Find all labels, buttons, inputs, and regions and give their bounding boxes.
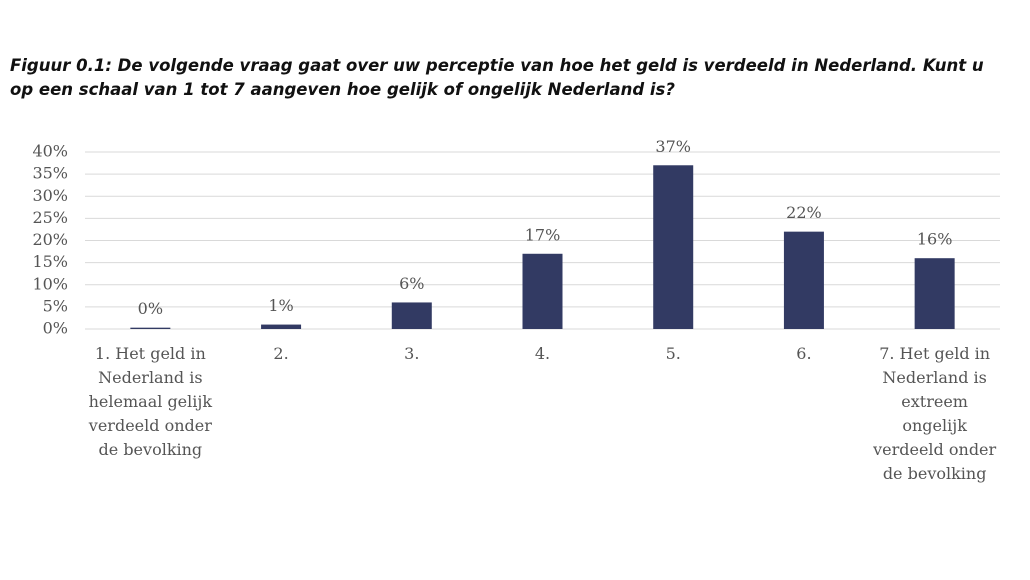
y-tick-label: 20% [32, 230, 68, 249]
chart-title: Figuur 0.1: De volgende vraag gaat over … [10, 56, 984, 99]
bar [914, 258, 955, 329]
x-tick-label: 2. [273, 344, 289, 363]
data-label: 6% [399, 274, 424, 293]
x-tick-label: 3. [404, 344, 420, 363]
data-label: 22% [786, 203, 822, 222]
y-tick-label: 30% [32, 186, 68, 205]
bar [391, 302, 432, 329]
x-tick-label: 5. [665, 344, 681, 363]
y-tick-label: 5% [43, 296, 68, 315]
data-label: 17% [525, 225, 561, 244]
bar [130, 327, 171, 329]
data-label: 16% [917, 230, 953, 249]
y-tick-label: 0% [43, 319, 68, 338]
data-label: 0% [138, 299, 163, 318]
y-tick-label: 25% [32, 208, 68, 227]
data-label: 37% [655, 137, 691, 156]
bar [653, 165, 694, 329]
y-tick-label: 15% [32, 252, 68, 271]
y-tick-label: 40% [32, 142, 68, 161]
x-tick-label: 4. [534, 344, 551, 363]
bar [261, 324, 302, 329]
bar [783, 231, 824, 329]
x-tick-label: 7. Het geld in Nederland is extreem onge… [873, 344, 997, 483]
x-tick-label: 6. [796, 344, 812, 363]
bar [522, 253, 563, 329]
y-tick-label: 10% [32, 274, 68, 293]
data-label: 1% [268, 296, 293, 315]
x-tick-label: 1. Het geld in Nederland is helemaal gel… [88, 344, 213, 459]
y-tick-label: 35% [32, 164, 68, 183]
